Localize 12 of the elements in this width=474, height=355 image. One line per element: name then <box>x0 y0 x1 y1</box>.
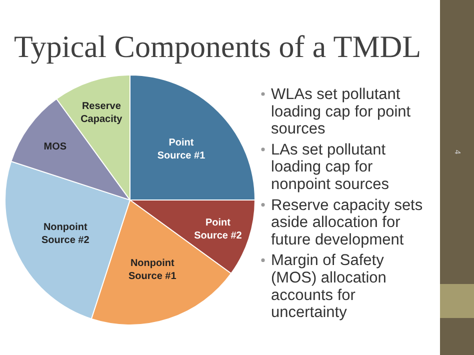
text: Reserve capacity sets aside allocation for future development <box>271 196 423 248</box>
text: 4 <box>453 150 462 155</box>
slice-label: Nonpoint Source #2 <box>41 222 90 246</box>
slice-label: Point Source #2 <box>194 218 242 242</box>
chart-title: Typical Components of a TMDL <box>14 29 422 64</box>
slice-label: Point Source #1 <box>157 138 206 162</box>
slice-label: MOS <box>44 142 67 153</box>
text: Margin of Safety (MOS) allocation accounts for uncertainty <box>271 252 386 322</box>
slice-label: Nonpoint Source #1 <box>128 258 177 282</box>
text: WLAs set pollutant loading cap for point sources <box>271 86 412 138</box>
text: LAs set pollutant loading cap for nonpoint sources <box>271 141 390 193</box>
slice-label: Reserve Capacity <box>80 101 123 126</box>
